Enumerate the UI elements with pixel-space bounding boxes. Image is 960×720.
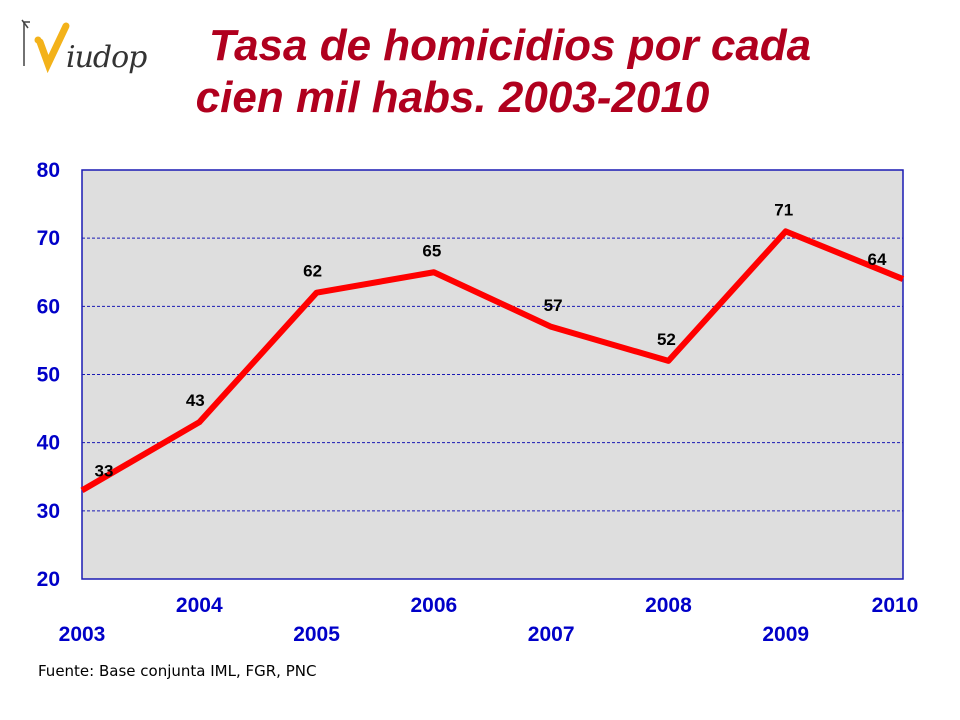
data-label: 71 bbox=[774, 200, 793, 219]
x-tick-label: 2009 bbox=[762, 623, 809, 646]
x-tick-label: 2004 bbox=[176, 594, 223, 617]
y-axis: 20 30 40 50 60 70 80 bbox=[37, 159, 60, 591]
x-tick-label: 2010 bbox=[872, 594, 919, 617]
data-label: 65 bbox=[422, 241, 441, 260]
iudop-logo: iudop bbox=[18, 18, 158, 78]
data-label: 33 bbox=[95, 461, 114, 480]
source-note: Fuente: Base conjunta IML, FGR, PNC bbox=[38, 662, 317, 680]
x-tick-label: 2008 bbox=[645, 594, 692, 617]
data-label: 62 bbox=[303, 262, 322, 281]
y-tick-label: 70 bbox=[37, 227, 60, 250]
y-tick-label: 30 bbox=[37, 500, 60, 523]
x-axis: 2003 2004 2005 2006 2007 2008 2009 2010 bbox=[59, 594, 919, 646]
y-tick-label: 20 bbox=[37, 568, 60, 591]
series-line bbox=[80, 228, 905, 493]
y-tick-label: 40 bbox=[37, 432, 60, 455]
x-tick-label: 2005 bbox=[293, 623, 340, 646]
x-tick-label: 2003 bbox=[59, 623, 106, 646]
y-tick-label: 60 bbox=[37, 295, 60, 318]
title-line-1: Tasa de homicidios por cada bbox=[208, 21, 812, 70]
logo-text: iudop bbox=[66, 40, 147, 75]
data-label: 64 bbox=[868, 250, 887, 269]
y-tick-label: 50 bbox=[37, 364, 60, 387]
title-line-2: cien mil habs. 2003-2010 bbox=[195, 73, 710, 122]
data-label: 57 bbox=[544, 296, 563, 315]
y-tick-label: 80 bbox=[37, 159, 60, 182]
chart-title: Tasa de homicidios por cada cien mil hab… bbox=[150, 20, 870, 124]
x-tick-label: 2006 bbox=[410, 594, 457, 617]
x-tick-label: 2007 bbox=[528, 623, 575, 646]
logo-check-icon bbox=[21, 19, 70, 74]
data-label: 52 bbox=[657, 330, 676, 349]
gridlines bbox=[82, 237, 903, 512]
data-labels: 33 43 62 65 57 52 71 64 bbox=[95, 200, 887, 480]
data-label: 43 bbox=[186, 391, 205, 410]
